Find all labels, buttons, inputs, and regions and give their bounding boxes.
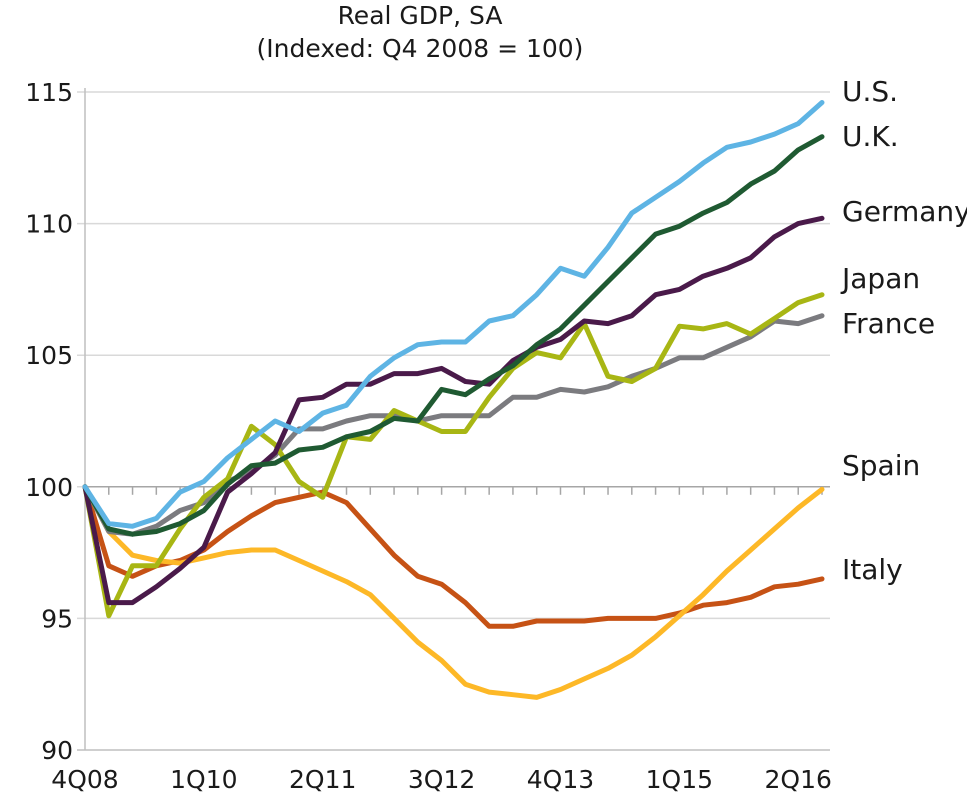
x-tick-label: 2Q16 (765, 765, 832, 794)
series-line-u-k (82, 134, 825, 537)
y-tick-label: 105 (25, 341, 73, 370)
series-line-france (82, 313, 825, 537)
series-label-u-k: U.K. (842, 120, 899, 153)
y-tick-label: 110 (25, 210, 73, 239)
series-line-u-s (82, 100, 825, 529)
x-tick-label: 4Q08 (51, 765, 118, 794)
x-tick-label: 1Q10 (170, 765, 237, 794)
chart-title: Real GDP, SA (338, 1, 503, 30)
series-label-spain: Spain (842, 449, 920, 482)
series-line-italy (82, 484, 825, 629)
series-line-germany (82, 215, 825, 606)
series-label-u-s: U.S. (842, 75, 898, 108)
y-tick-label: 95 (41, 604, 73, 633)
x-tick-label: 3Q12 (408, 765, 475, 794)
y-tick-label: 115 (25, 78, 73, 107)
series-label-italy: Italy (842, 553, 903, 586)
series-labels: U.S. U.K. Germany Japan France Spain Italy (840, 75, 967, 586)
y-tick-label: 100 (25, 473, 73, 502)
series-lines (82, 100, 825, 700)
series-label-japan: Japan (840, 262, 920, 295)
y-tick-label: 90 (41, 736, 73, 765)
series-line-spain (82, 484, 825, 700)
gridlines (77, 91, 830, 620)
series-label-france: France (842, 307, 935, 340)
chart-subtitle: (Indexed: Q4 2008 = 100) (257, 34, 584, 63)
x-tick-label: 1Q15 (646, 765, 713, 794)
series-label-germany: Germany (842, 195, 967, 228)
axes: 90 95 100 105 110 115 4Q08 1Q10 2Q11 3Q12 4Q13 1Q15… (25, 78, 832, 794)
series-line-japan (82, 292, 825, 619)
x-tick-label: 2Q11 (289, 765, 356, 794)
x-tick-label: 4Q13 (527, 765, 594, 794)
